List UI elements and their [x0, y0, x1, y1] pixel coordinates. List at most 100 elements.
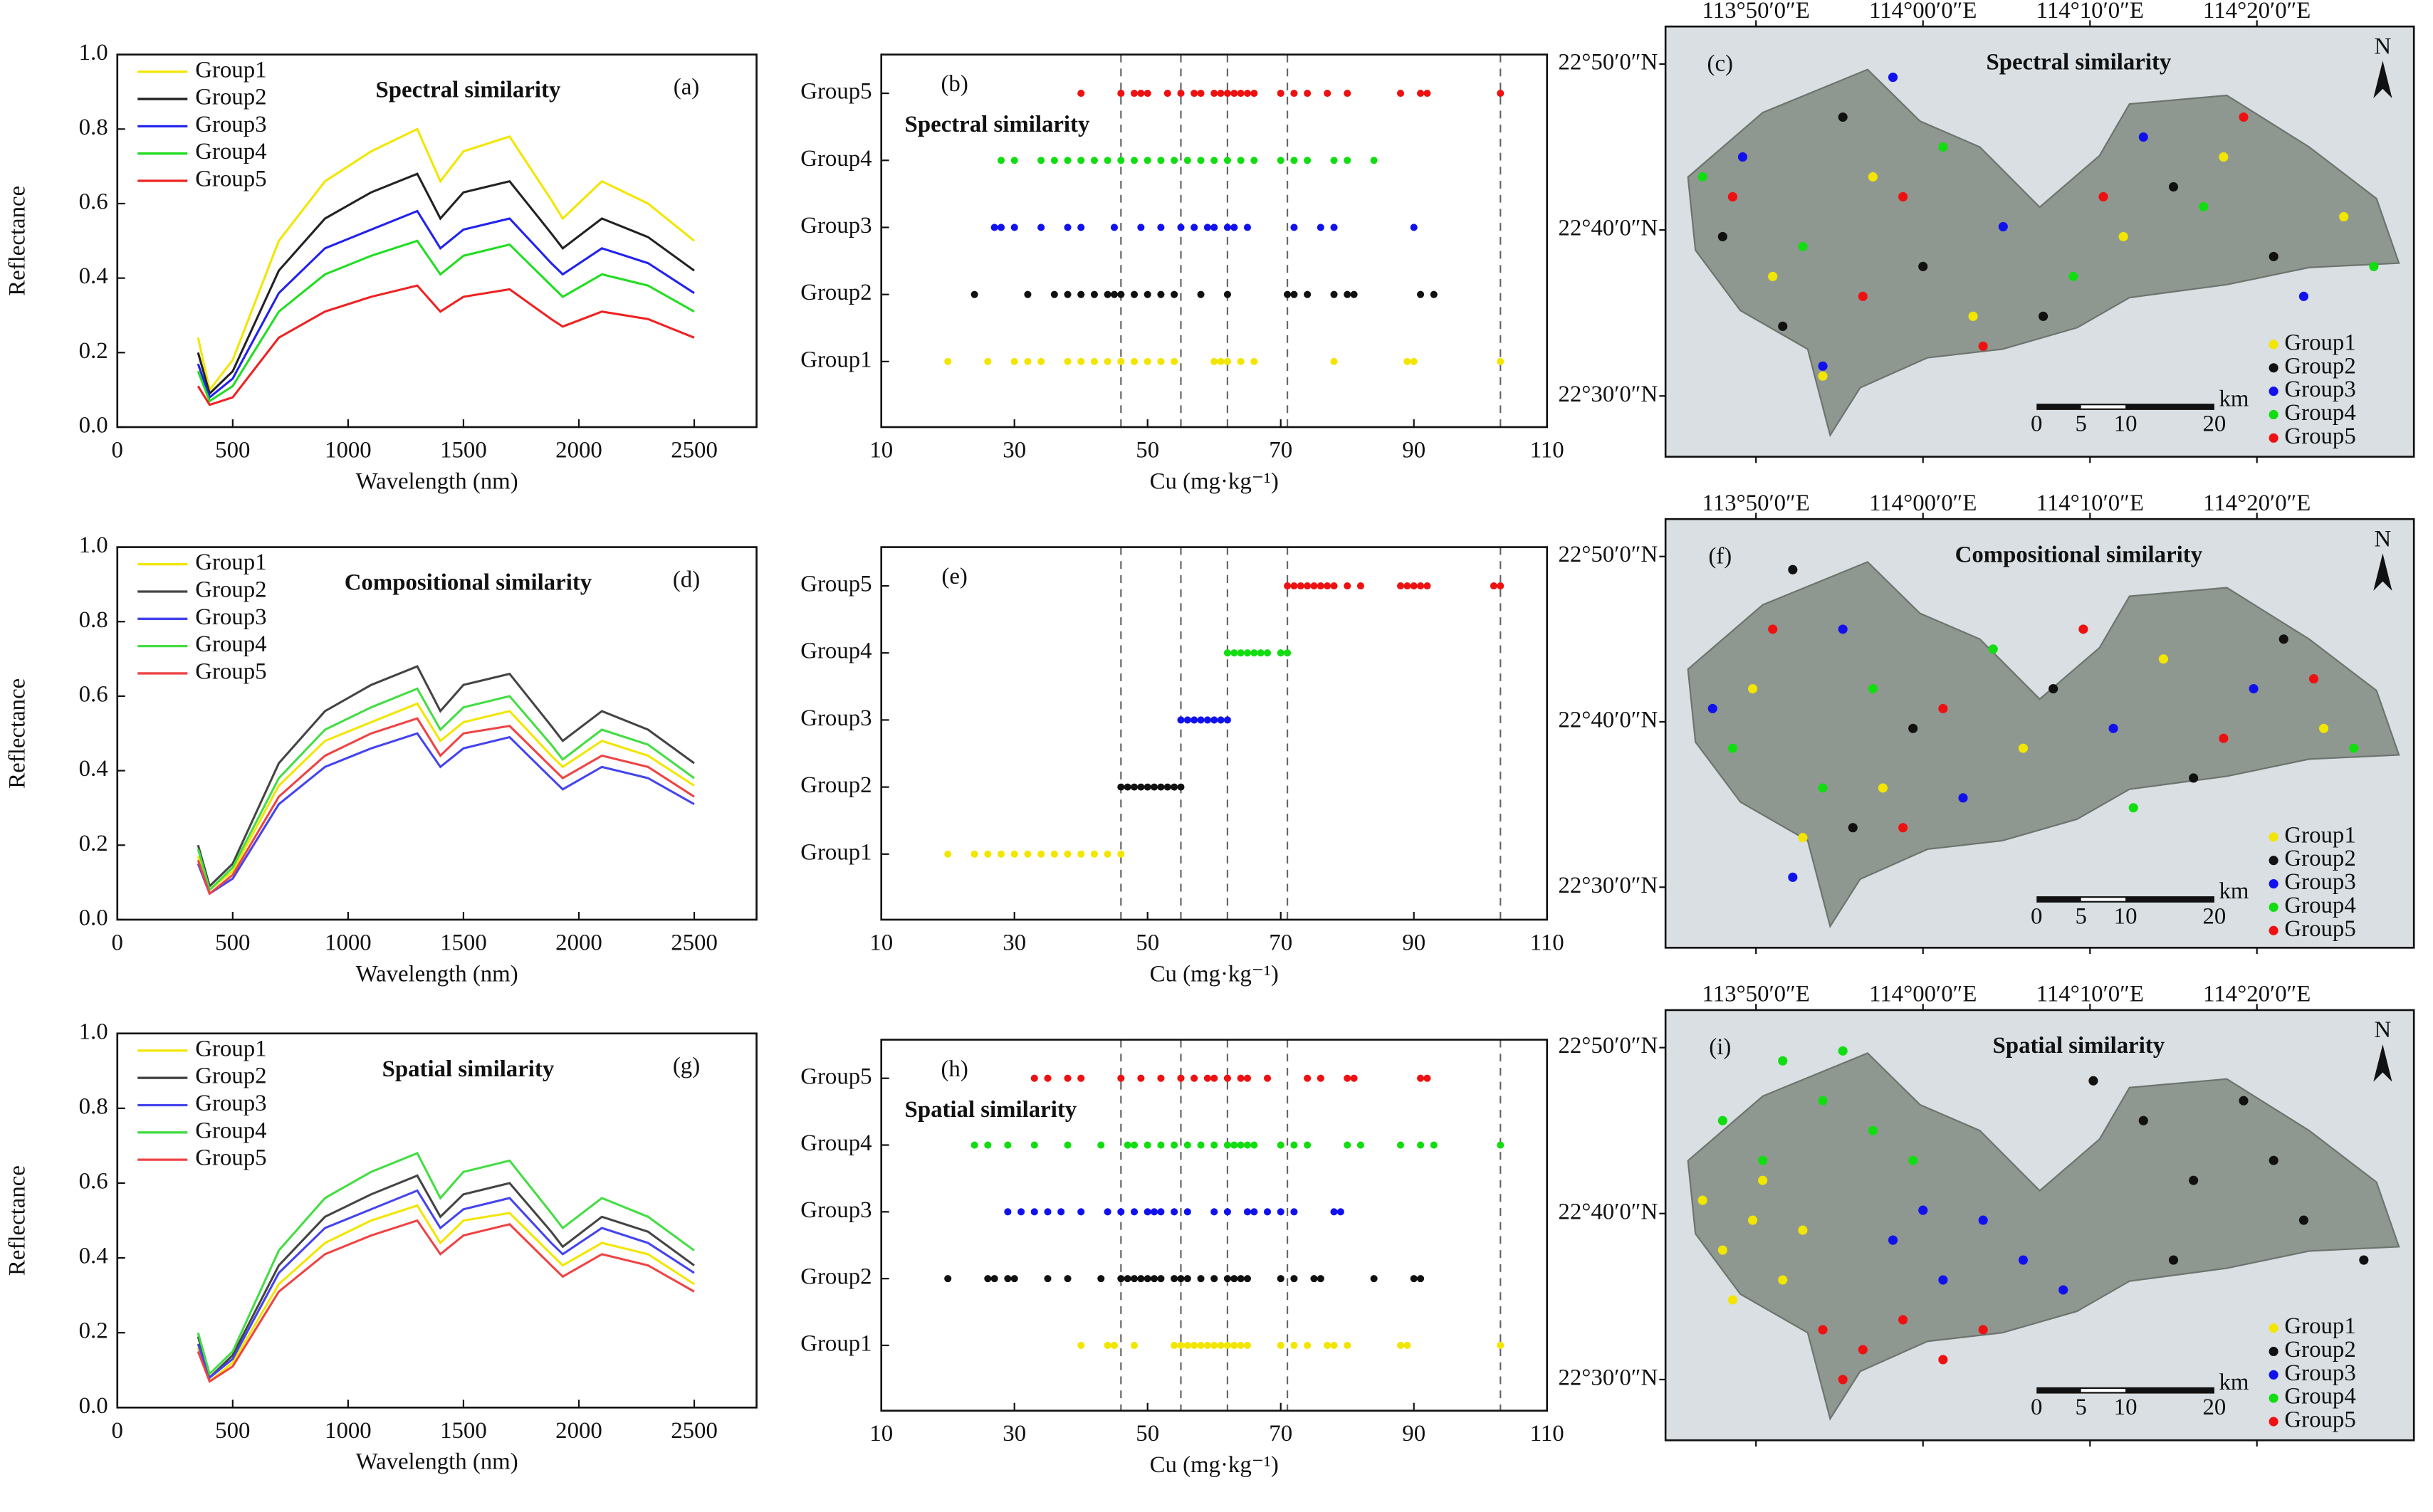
y-tick-label: Group4: [800, 639, 872, 664]
sample-point: [1243, 1141, 1252, 1149]
sample-point: [1277, 649, 1284, 657]
sample-point: [1310, 1275, 1318, 1283]
plot-frame: [880, 53, 1549, 429]
sample-point: [1277, 1208, 1284, 1216]
legend-label: Group5: [195, 658, 266, 684]
sample-point: [1004, 1208, 1012, 1216]
x-tick-label: 70: [1269, 930, 1292, 955]
sample-point: [1410, 582, 1418, 590]
sample-point: [1223, 1141, 1231, 1149]
sample-point: [1044, 1208, 1052, 1216]
sample-point: [1370, 1275, 1378, 1283]
y-tick-label: Group1: [800, 347, 872, 372]
legend-swatch: [2269, 1393, 2278, 1403]
sample-point: [1177, 1275, 1185, 1283]
sample-point: [1243, 1275, 1252, 1283]
x-axis-label: Wavelength (nm): [356, 961, 518, 987]
sample-point: [1237, 1141, 1245, 1149]
sample-point: [1050, 850, 1058, 858]
plot-frame: [116, 1032, 758, 1409]
sample-point: [1250, 157, 1258, 164]
sample-site: [2108, 723, 2118, 733]
sample-site: [2318, 723, 2329, 733]
legend-swatch: [2269, 387, 2278, 397]
land-area: [1687, 1052, 2400, 1421]
sample-point: [1104, 1208, 1111, 1216]
scale-unit: km: [2219, 1370, 2249, 1395]
y-tick-label: 22°30′0″N: [1558, 382, 1658, 407]
legend-label: Group1: [2284, 822, 2355, 848]
panel-label: (b): [941, 71, 968, 97]
sample-point: [1290, 224, 1298, 231]
sample-point: [1137, 783, 1145, 791]
sample-point: [1191, 224, 1198, 231]
x-tick-label: 0: [112, 438, 123, 463]
sample-point: [1277, 1275, 1284, 1283]
panel-label: (i): [1709, 1034, 1731, 1060]
sample-point: [1490, 582, 1497, 590]
legend-label: Group5: [2284, 916, 2355, 942]
sample-point: [1191, 1341, 1198, 1349]
sample-point: [1250, 1141, 1258, 1149]
sample-point: [1144, 1275, 1151, 1283]
sample-point: [1117, 357, 1125, 365]
y-tick-label: 0.6: [79, 189, 108, 215]
spectrum-line: [197, 665, 695, 888]
sample-point: [997, 157, 1005, 164]
x-tick-label: 90: [1402, 930, 1425, 955]
north-label: N: [2375, 526, 2392, 552]
sample-point: [1104, 357, 1111, 365]
y-tick-label: 0.0: [79, 1393, 108, 1419]
sample-point: [1183, 1275, 1191, 1283]
sample-point: [1157, 157, 1165, 164]
sample-point: [1344, 1141, 1351, 1149]
y-tick-label: 0.4: [79, 1244, 108, 1269]
sample-point: [1157, 783, 1165, 791]
sample-point: [1151, 783, 1158, 791]
sample-point: [1077, 1341, 1085, 1349]
sample-point: [1290, 1141, 1298, 1149]
sample-point: [1024, 290, 1032, 298]
sample-site: [1727, 191, 1737, 202]
sample-site: [1717, 1115, 1727, 1125]
sample-point: [1130, 1341, 1139, 1349]
sample-point: [1430, 1141, 1438, 1149]
sample-point: [1090, 157, 1098, 164]
x-tick-label: 114°20′0″E: [2203, 490, 2311, 516]
sample-point: [1077, 224, 1085, 231]
x-tick-label: 50: [1136, 930, 1159, 955]
y-tick-label: Group4: [800, 1130, 872, 1156]
sample-site: [1968, 311, 1978, 321]
sample-point: [1304, 1141, 1312, 1149]
x-tick-label: 2500: [671, 930, 718, 955]
sample-point: [1183, 1141, 1191, 1149]
sample-point: [1417, 582, 1425, 590]
sample-point: [1117, 1208, 1125, 1216]
x-axis-label: Cu (mg·kg⁻¹): [1150, 961, 1279, 987]
sample-point: [1137, 224, 1145, 231]
sample-point: [1130, 157, 1139, 164]
sample-site: [2118, 231, 2128, 241]
x-tick-label: 110: [1530, 438, 1564, 463]
sample-point: [1290, 157, 1298, 164]
sample-point: [1330, 1208, 1338, 1216]
sample-point: [1117, 1275, 1125, 1283]
y-tick-label: Group3: [800, 1197, 872, 1223]
sample-site: [1978, 1215, 1988, 1225]
sample-site: [1868, 172, 1878, 182]
sample-point: [1177, 716, 1185, 724]
y-axis-label: Reflectance: [4, 678, 30, 789]
x-tick-label: 10: [869, 930, 893, 955]
x-tick-label: 1000: [325, 1418, 372, 1444]
sample-point: [1356, 582, 1364, 590]
sample-site: [1858, 1345, 1868, 1355]
sample-point: [1237, 90, 1245, 98]
x-tick-label: 500: [215, 930, 250, 955]
legend-label: Group5: [195, 167, 266, 192]
sample-point: [1050, 290, 1058, 298]
panel-label: (g): [673, 1053, 700, 1078]
sample-point: [1010, 224, 1018, 231]
sample-point: [1157, 1208, 1165, 1216]
sample-site: [1747, 683, 1758, 694]
sample-point: [1037, 224, 1045, 231]
